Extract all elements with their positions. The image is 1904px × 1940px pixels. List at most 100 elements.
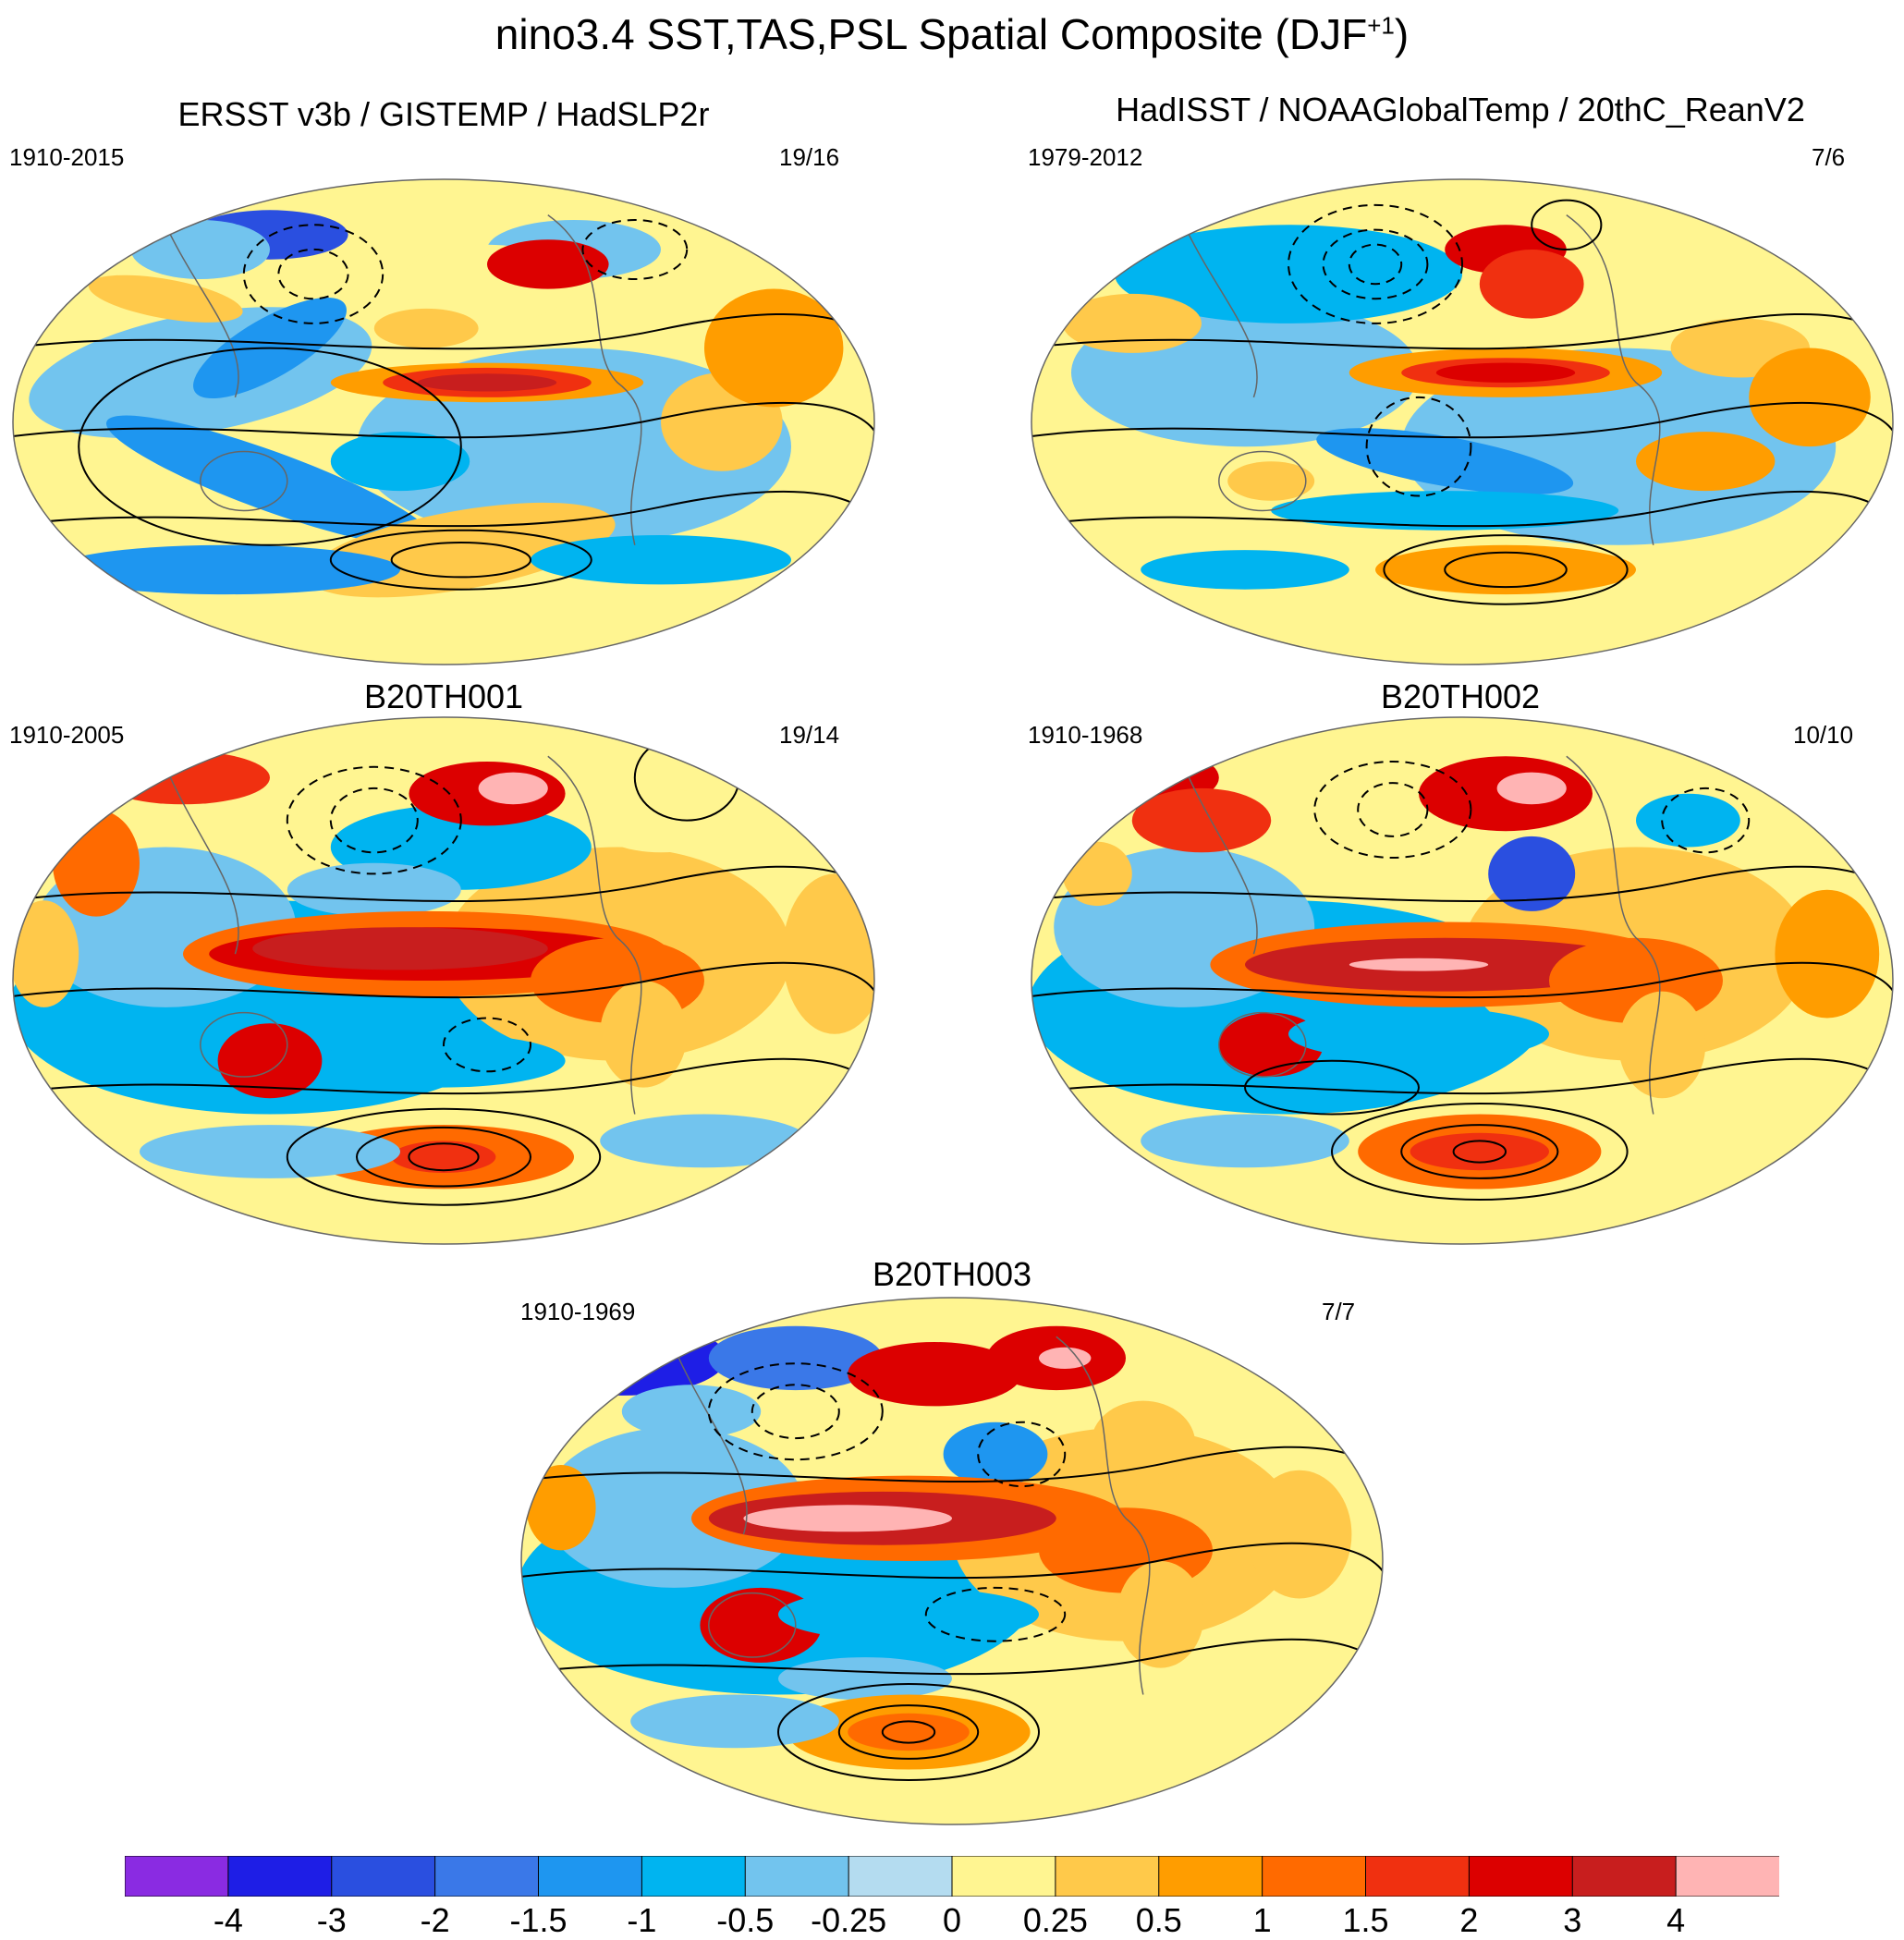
- psl-contour-negative: [977, 1421, 1067, 1488]
- psl-contour-negative: [1661, 787, 1751, 854]
- psl-contour-negative: [1365, 396, 1472, 497]
- panel-period-b001: 1910-2005: [9, 721, 125, 749]
- australia-coastline: [200, 1011, 288, 1078]
- map-panel-b001: [9, 714, 878, 1248]
- anomaly-region: [521, 1320, 726, 1396]
- coastlines: [673, 1336, 1151, 1695]
- anomaly-region: [105, 415, 434, 547]
- psl-contour-positive: [777, 1683, 1040, 1781]
- anomaly-region: [543, 1427, 805, 1588]
- map-border: [1031, 178, 1894, 665]
- map-svg-b003: [520, 1297, 1384, 1825]
- anomaly-region: [322, 1033, 566, 1088]
- map-svg-b002: [1031, 716, 1894, 1245]
- anomaly-region: [848, 1342, 1022, 1407]
- asia-coastline: [165, 224, 239, 398]
- panel-counts-b002: 10/10: [1793, 721, 1854, 749]
- colorbar-tick-label: 1.5: [1342, 1901, 1389, 1939]
- psl-contour-positive: [881, 1720, 936, 1744]
- map-border: [520, 1297, 1384, 1825]
- australia-coastline: [200, 450, 288, 512]
- anomaly-region: [287, 862, 461, 917]
- anomaly-region: [417, 373, 557, 392]
- anomaly-region: [1131, 787, 1272, 853]
- colorbar-svg: [124, 1855, 1781, 1897]
- psl-contour-negative: [286, 765, 462, 875]
- anomaly-region: [96, 750, 270, 805]
- coastlines: [1183, 755, 1661, 1115]
- anomaly-region: [217, 1023, 323, 1099]
- psl-contour-negative: [1322, 228, 1429, 300]
- colorbar-bin-15: [1675, 1855, 1781, 1897]
- anomaly-region: [1410, 1132, 1549, 1171]
- colorbar-tick-label: -1.5: [509, 1901, 568, 1939]
- anomaly-region: [1479, 250, 1584, 319]
- panel-title-obs2: HadISST / NOAAGlobalTemp / 20thC_ReanV2: [1116, 91, 1805, 128]
- asia-coastline: [165, 766, 239, 955]
- psl-contour-negative: [581, 219, 689, 280]
- anomaly-region: [373, 308, 479, 348]
- colorbar-bin-3: [434, 1855, 540, 1897]
- psl-contour-positive: [13, 402, 874, 439]
- colorbar-tick-label: 0.5: [1135, 1901, 1182, 1939]
- anomaly-region: [1618, 991, 1706, 1099]
- psl-contour-positive: [1452, 1140, 1507, 1164]
- colorbar-tick-label: 0: [942, 1901, 962, 1939]
- anomaly-region: [778, 1587, 1039, 1641]
- psl-contour-negative: [443, 1017, 531, 1073]
- colorbar-bin-5: [641, 1855, 747, 1897]
- anomaly-region: [478, 772, 548, 805]
- psl-contour-negative: [329, 787, 419, 854]
- map-field-b003: [521, 1298, 1383, 1824]
- psl-contour-positive: [286, 1107, 602, 1206]
- psl-contour-positive: [521, 1542, 1383, 1580]
- map-svg-obs1: [12, 178, 875, 665]
- colorbar-bin-4: [538, 1855, 643, 1897]
- colorbar-tick-label: 4: [1666, 1901, 1686, 1939]
- anomaly-region: [13, 739, 149, 794]
- map-field-b001: [13, 717, 874, 1244]
- map-panel-b003: [518, 1294, 1386, 1828]
- colorbar-bin-11: [1262, 1855, 1367, 1897]
- colorbar-bin-6: [744, 1855, 850, 1897]
- americas-coastline: [1056, 1336, 1151, 1695]
- anomaly-region: [1349, 958, 1489, 971]
- panel-period-b002: 1910-1968: [1028, 721, 1143, 749]
- psl-contour-positive: [329, 529, 592, 591]
- panel-period-obs1: 1910-2015: [9, 143, 125, 171]
- colorbar-tick-label: -3: [316, 1901, 347, 1939]
- asia-coastline: [1183, 224, 1258, 398]
- colorbar-bin-9: [1055, 1855, 1160, 1897]
- panel-period-b003: 1910-1969: [520, 1298, 636, 1325]
- psl-contour-positive: [1031, 961, 1893, 999]
- panel-counts-b001: 19/14: [779, 721, 840, 749]
- colorbar-tick-label: 2: [1459, 1901, 1479, 1939]
- anomaly-region: [848, 1713, 970, 1751]
- anomaly-region: [13, 900, 79, 1007]
- anomaly-region: [600, 1114, 809, 1168]
- anomaly-region: [1496, 772, 1567, 805]
- psl-contour-negative: [1348, 243, 1403, 286]
- psl-contour-positive: [13, 961, 874, 999]
- anomaly-region: [1031, 756, 1115, 799]
- anomaly-region: [1247, 1470, 1352, 1599]
- psl-contour-positive: [1244, 1059, 1420, 1116]
- anomaly-region: [591, 787, 731, 853]
- colorbar-bin-13: [1468, 1855, 1574, 1897]
- panel-period-obs2: 1979-2012: [1028, 143, 1143, 171]
- anomaly-region: [1488, 836, 1576, 911]
- colorbar-tick-label: 1: [1252, 1901, 1272, 1939]
- anomaly-region: [391, 1141, 496, 1173]
- colorbar-tick-label: -0.25: [811, 1901, 887, 1939]
- colorbar-bin-8: [951, 1855, 1056, 1897]
- anomaly-region: [1636, 432, 1776, 492]
- anomaly-region: [88, 275, 243, 323]
- colorbar-bin-12: [1365, 1855, 1471, 1897]
- anomaly-region: [53, 544, 400, 595]
- map-panel-obs2: [1028, 176, 1897, 668]
- psl-contour-positive: [1331, 1103, 1629, 1201]
- panel-title-b003: B20TH003: [872, 1255, 1032, 1293]
- anomaly-region: [487, 239, 609, 289]
- anomaly-region: [1435, 362, 1576, 383]
- anomaly-region: [1117, 1561, 1204, 1668]
